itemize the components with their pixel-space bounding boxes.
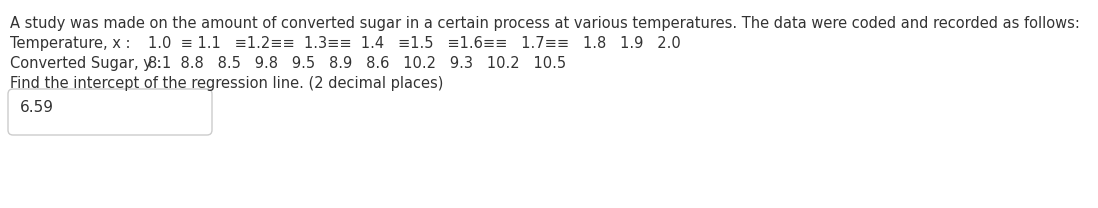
Text: Converted Sugar, y :: Converted Sugar, y : (10, 56, 161, 71)
Text: 8.1  8.8   8.5   9.8   9.5   8.9   8.6   10.2   9.3   10.2   10.5: 8.1 8.8 8.5 9.8 9.5 8.9 8.6 10.2 9.3 10.… (148, 56, 567, 71)
Text: Temperature, x :: Temperature, x : (10, 36, 131, 51)
Text: Find the intercept of the regression line. (2 decimal places): Find the intercept of the regression lin… (10, 76, 444, 91)
Text: A study was made on the amount of converted sugar in a certain process at variou: A study was made on the amount of conver… (10, 16, 1079, 31)
Text: 6.59: 6.59 (20, 100, 54, 115)
FancyBboxPatch shape (8, 89, 212, 135)
Text: 1.0  ≡ 1.1   ≡1.2≡≡  1.3≡≡  1.4   ≡1.5   ≡1.6≡≡   1.7≡≡   1.8   1.9   2.0: 1.0 ≡ 1.1 ≡1.2≡≡ 1.3≡≡ 1.4 ≡1.5 ≡1.6≡≡ 1… (148, 36, 681, 51)
